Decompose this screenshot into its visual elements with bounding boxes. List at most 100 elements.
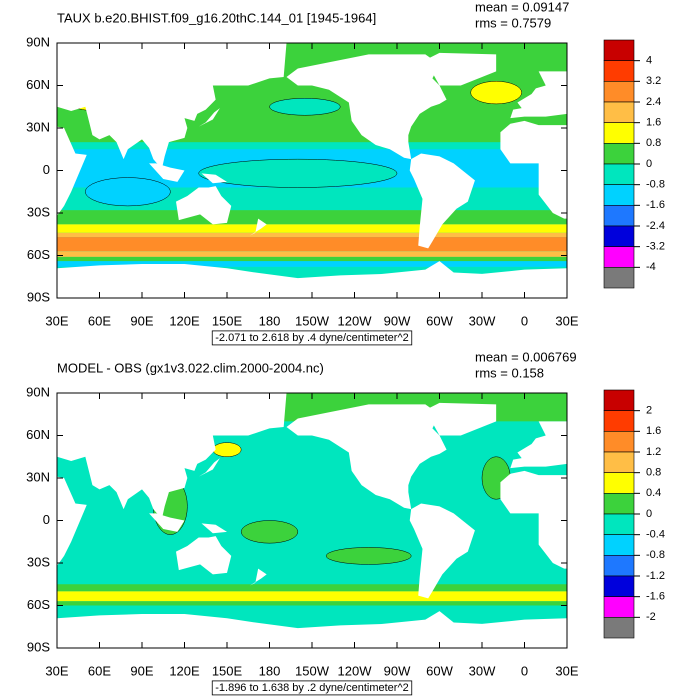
lon-label: 120E [169,313,200,328]
lon-label: 30W [469,313,496,328]
colorbar-swatch [603,617,635,639]
lat-label: 60N [26,77,50,92]
land [57,43,287,170]
colorbar-swatch [603,513,635,535]
colorbar-label: 2.4 [646,96,661,108]
colorbar-swatch [603,451,635,473]
map-panel: MODEL - OBS (gx1v3.022.clim.2000-2004.nc… [26,349,665,696]
colorbar-swatch [603,596,635,618]
land [249,218,267,236]
lat-label: 0 [43,162,50,177]
range-box [211,680,413,696]
land [57,261,567,298]
contour-band [57,601,567,606]
lat-label: 90S [27,289,50,304]
contour-patch [240,520,299,544]
colorbar-swatch [603,225,635,247]
lon-label: 60E [88,663,111,678]
colorbar-swatch [603,246,635,268]
lat-label: 60N [26,427,50,442]
lon-label: 150E [212,313,243,328]
lat-label: 90S [27,639,50,654]
lat-label: 60S [27,597,50,612]
colorbar-label: 3.2 [646,75,661,87]
lon-label: 30E [45,663,68,678]
lon-label: 120W [338,663,373,678]
contour-patch [198,158,398,188]
contour-patch [470,81,522,105]
land [500,120,567,219]
land [510,71,567,119]
colorbar-label: 0.8 [646,467,661,479]
colorbar-label: 0 [646,158,652,170]
land [57,126,87,216]
land [409,503,475,599]
colorbar-swatch [603,163,635,185]
lat-label: 30S [27,204,50,219]
lon-label: 150E [212,663,243,678]
colorbar-swatch [603,389,635,411]
lon-label: 180 [259,663,281,678]
lat-label: 60S [27,247,50,262]
range-note: -1.896 to 1.638 by .2 dyne/centimeter^2 [215,682,409,694]
colorbar-label: 1.6 [646,425,661,437]
rms-stat: rms = 0.7579 [475,15,551,30]
contour-patch [325,547,412,565]
lon-label: 90W [384,663,411,678]
land [425,52,497,86]
land [176,186,232,225]
colorbar-swatch [603,122,635,144]
lat-label: 90N [26,384,50,399]
contour-patch [85,177,171,207]
colorbar-swatch [603,555,635,577]
colorbar-swatch [603,472,635,494]
colorbar-label: 0.8 [646,137,661,149]
colorbar-swatch [603,101,635,123]
colorbar-label: -1.6 [646,199,665,211]
colorbar-label: 1.6 [646,117,661,129]
colorbar-label: -1.6 [646,591,665,603]
land [176,536,232,575]
contour-band [57,251,567,257]
colorbar-label: 0 [646,508,652,520]
colorbar-swatch [603,410,635,432]
land [198,108,220,127]
lat-label: 90N [26,34,50,49]
colorbar-swatch [603,431,635,453]
lon-label: 90E [130,663,153,678]
land [57,611,567,648]
contour-band [57,256,567,262]
colorbar-swatch [603,267,635,289]
lon-label: 180 [259,313,281,328]
colorbar-swatch [603,575,635,597]
colorbar-swatch [603,205,635,227]
lon-label: 30E [555,663,578,678]
lon-label: 0 [521,313,528,328]
lat-label: 30N [26,119,50,134]
colorbar-label: 0.4 [646,487,661,499]
colorbar-swatch [603,184,635,206]
land [500,470,567,569]
rms-stat: rms = 0.158 [475,365,544,380]
lat-label: 30N [26,469,50,484]
land [425,402,497,436]
panel-title: MODEL - OBS (gx1v3.022.clim.2000-2004.nc… [57,360,324,375]
lat-label: 0 [43,512,50,527]
lon-label: 60W [426,663,453,678]
land [149,163,185,182]
land [409,153,475,249]
colorbar-label: 4 [646,55,652,67]
map-area [57,393,567,648]
lon-label: 0 [521,663,528,678]
colorbar-label: -0.4 [646,529,665,541]
map-area [57,43,567,298]
land [57,476,87,566]
land [249,568,267,586]
colorbar-label: 1.2 [646,446,661,458]
land [149,513,185,532]
colorbar-swatch [603,39,635,61]
contour-patch [212,442,242,457]
range-box [211,330,413,346]
lon-label: 60E [88,313,111,328]
lon-label: 120E [169,663,200,678]
